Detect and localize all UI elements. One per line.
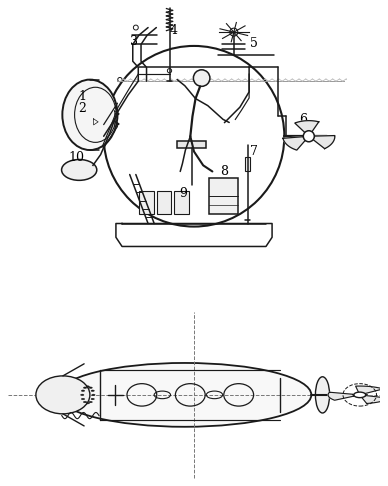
- Polygon shape: [114, 121, 119, 127]
- Ellipse shape: [58, 363, 311, 427]
- Ellipse shape: [62, 80, 118, 150]
- Circle shape: [91, 390, 94, 392]
- Bar: [209, 177, 238, 214]
- Polygon shape: [114, 111, 119, 117]
- Circle shape: [81, 398, 85, 400]
- Ellipse shape: [62, 159, 97, 180]
- Bar: [139, 191, 154, 214]
- Circle shape: [81, 390, 85, 392]
- Polygon shape: [283, 137, 306, 150]
- Text: 1: 1: [78, 90, 86, 103]
- Ellipse shape: [36, 376, 90, 414]
- Text: 10: 10: [68, 151, 84, 164]
- Circle shape: [89, 387, 92, 388]
- Circle shape: [193, 70, 210, 87]
- Circle shape: [92, 394, 95, 396]
- Ellipse shape: [315, 377, 329, 413]
- Polygon shape: [356, 386, 383, 394]
- Text: 6: 6: [299, 113, 307, 126]
- Text: 2: 2: [78, 102, 86, 115]
- Bar: [157, 191, 171, 214]
- Circle shape: [230, 28, 238, 36]
- Bar: [78, 118, 86, 123]
- Text: 5: 5: [250, 37, 258, 50]
- Text: 7: 7: [250, 145, 258, 158]
- Bar: [245, 157, 250, 172]
- Text: 3: 3: [130, 35, 138, 48]
- Text: 4: 4: [170, 24, 178, 37]
- Circle shape: [91, 398, 94, 400]
- Circle shape: [303, 131, 314, 142]
- Polygon shape: [295, 121, 319, 134]
- Polygon shape: [312, 136, 335, 149]
- Circle shape: [89, 401, 92, 403]
- Circle shape: [354, 392, 366, 398]
- Bar: [177, 141, 206, 149]
- Circle shape: [83, 387, 87, 388]
- Text: 9: 9: [179, 187, 187, 200]
- Circle shape: [86, 386, 90, 387]
- Polygon shape: [328, 392, 354, 400]
- Circle shape: [83, 401, 87, 403]
- Polygon shape: [361, 396, 388, 403]
- Circle shape: [81, 394, 84, 396]
- Bar: [174, 191, 189, 214]
- Polygon shape: [94, 119, 98, 125]
- Text: 8: 8: [221, 165, 229, 178]
- Circle shape: [86, 402, 90, 404]
